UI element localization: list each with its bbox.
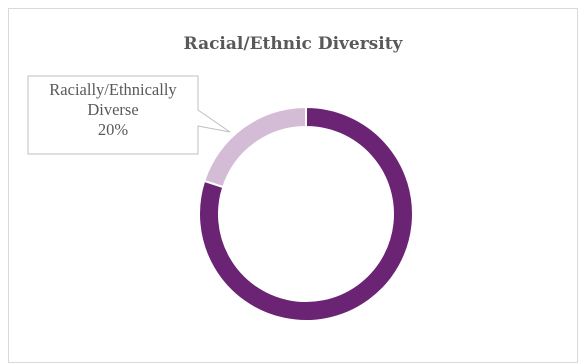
data-label-line-3: 20% [98,120,129,139]
donut-slice-1 [202,105,307,189]
data-label-line-2: Diverse [87,100,138,119]
callout-box [27,75,231,155]
data-label-line-1: Racially/Ethnically [49,80,177,99]
donut-slices [198,105,414,322]
chart-title: Racial/Ethnic Diversity [183,34,403,54]
donut-slice-2 [198,105,414,322]
